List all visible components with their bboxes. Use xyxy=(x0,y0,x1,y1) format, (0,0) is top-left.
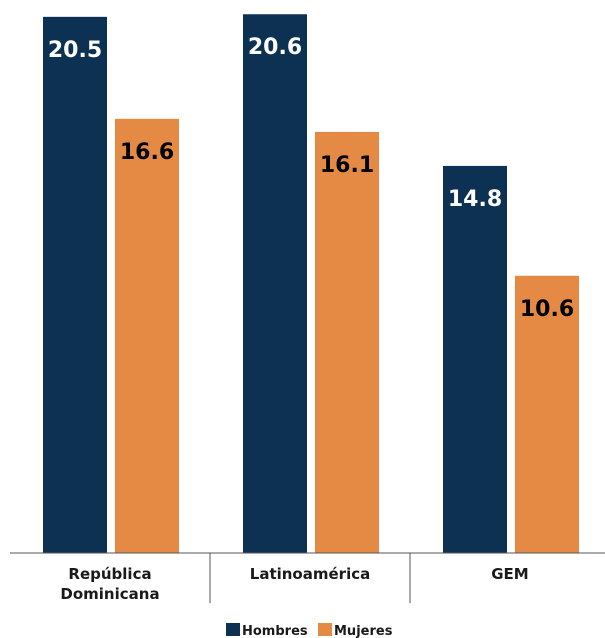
value-label: 20.5 xyxy=(48,38,102,63)
category-label: GEM xyxy=(491,565,529,583)
value-label: 10.6 xyxy=(520,297,574,322)
category-label: Dominicana xyxy=(60,585,159,603)
category-labels-layer: República Dominicana Latinoamérica GEM xyxy=(60,565,528,603)
bar-hombres-0 xyxy=(43,16,107,554)
legend-label-hombres: Hombres xyxy=(242,624,308,638)
bar-hombres-1 xyxy=(243,14,307,553)
category-separators xyxy=(209,553,411,603)
legend-label-mujeres: Mujeres xyxy=(334,624,393,638)
bar-mujeres-0 xyxy=(115,118,179,553)
category-label: República xyxy=(68,565,151,583)
legend: Hombres Mujeres xyxy=(226,623,393,638)
bar-mujeres-2 xyxy=(515,275,579,553)
value-labels-layer: 20.5 16.6 20.6 16.1 14.8 10.6 xyxy=(48,35,574,322)
value-label: 16.1 xyxy=(320,153,374,178)
category-label: Latinoamérica xyxy=(250,565,370,583)
bar-hombres-2 xyxy=(443,165,507,553)
value-label: 14.8 xyxy=(448,187,502,212)
value-label: 20.6 xyxy=(248,35,302,60)
legend-swatch-mujeres xyxy=(318,623,332,636)
legend-swatch-hombres xyxy=(226,623,240,636)
bar-mujeres-1 xyxy=(315,131,379,553)
value-label: 16.6 xyxy=(120,140,174,165)
bars-layer xyxy=(43,14,579,554)
